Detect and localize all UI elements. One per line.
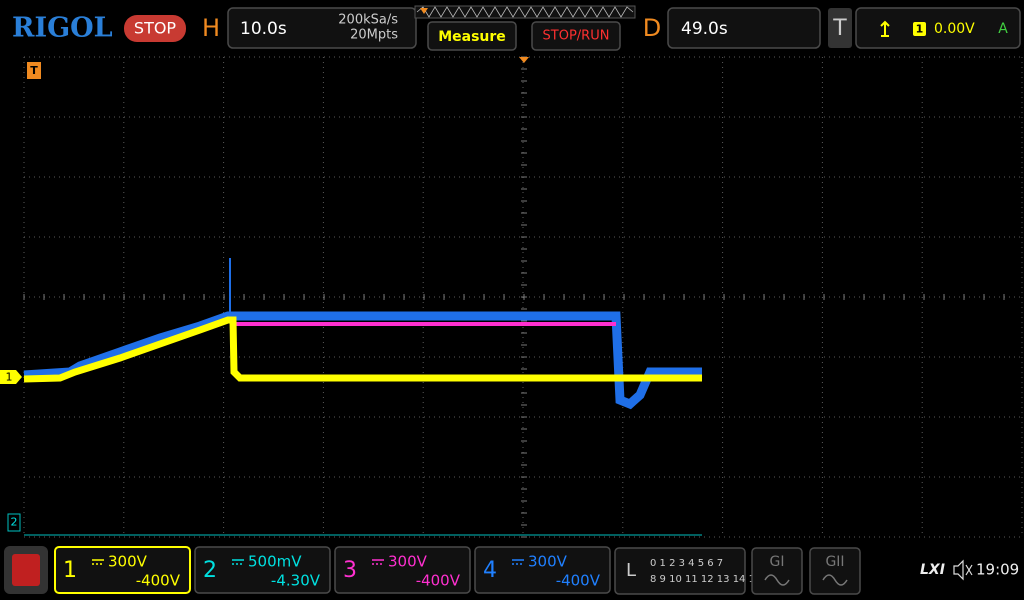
channel-scale: 300V bbox=[108, 553, 148, 571]
trigger-source: 1 bbox=[916, 23, 924, 36]
stop-run-button-frame[interactable] bbox=[531, 21, 621, 51]
delay-value: 49.0s bbox=[681, 19, 728, 39]
coupling-icon bbox=[512, 559, 524, 565]
horizontal-position-marker bbox=[519, 57, 529, 63]
memory-depth: 20Mpts bbox=[350, 28, 398, 43]
graticule bbox=[23, 56, 1023, 538]
coupling-icon bbox=[372, 559, 384, 565]
trigger-mode: A bbox=[998, 21, 1008, 37]
channel-offset: -400V bbox=[416, 572, 461, 590]
measure-button-frame[interactable] bbox=[427, 21, 517, 51]
channel-boxes: 1 300V-400V 2 500mV-4.30V 3 300V-400V 4 300V-40… bbox=[54, 546, 611, 594]
horizontal-box bbox=[227, 7, 417, 49]
trigger-label-box bbox=[828, 8, 852, 48]
generator-2-icon bbox=[822, 574, 848, 586]
logic-bits-low: 0 1 2 3 4 5 6 7 bbox=[650, 558, 723, 569]
channel-number: 1 bbox=[63, 558, 77, 583]
generator-2-label: GII bbox=[825, 554, 844, 570]
trigger-pointer bbox=[420, 8, 428, 14]
status-badge bbox=[124, 15, 186, 42]
horizontal-label: H bbox=[202, 14, 220, 42]
channel-1-trace bbox=[23, 316, 702, 383]
trigger-source-badge bbox=[913, 22, 926, 36]
trigger-marker bbox=[27, 62, 41, 79]
coupling-icon bbox=[92, 559, 104, 565]
channel-scale: 300V bbox=[388, 553, 428, 571]
channel-scale: 500mV bbox=[248, 553, 302, 571]
channel-number: 2 bbox=[203, 558, 217, 583]
channel-1-marker bbox=[0, 370, 22, 384]
run-status: STOP bbox=[134, 19, 177, 38]
speaker-icon[interactable] bbox=[953, 559, 973, 581]
logic-label: L bbox=[626, 560, 636, 581]
trigger-label: T bbox=[832, 16, 847, 41]
channel-box[interactable] bbox=[334, 546, 471, 594]
channel-offset: -400V bbox=[556, 572, 601, 590]
stop-run-button[interactable]: STOP/RUN bbox=[543, 29, 610, 44]
trigger-box bbox=[855, 7, 1021, 49]
channel-number: 3 bbox=[343, 558, 357, 583]
generator-1-button[interactable] bbox=[751, 547, 803, 595]
channel-1-marker-label: 1 bbox=[6, 371, 13, 384]
channel-2-marker-label: 2 bbox=[11, 516, 18, 529]
measure-button[interactable]: Measure bbox=[438, 29, 506, 45]
channel-scale: 300V bbox=[528, 553, 568, 571]
trigger-position-strip bbox=[414, 5, 636, 19]
channel-number: 4 bbox=[483, 558, 497, 583]
coupling-icon bbox=[232, 559, 244, 565]
channel-box[interactable] bbox=[194, 546, 331, 594]
waveform-thumbnail bbox=[416, 6, 634, 18]
channel-offset: -400V bbox=[136, 572, 181, 590]
logic-bits-high: 8 9 10 11 12 13 14 15 bbox=[650, 574, 761, 585]
generator-1-icon bbox=[764, 574, 790, 586]
channel-box[interactable] bbox=[54, 546, 191, 594]
clock: 19:09 bbox=[976, 561, 1019, 579]
logic-box[interactable] bbox=[614, 547, 746, 595]
lxi-logo: LXI bbox=[920, 562, 945, 578]
trigger-level: 0.00V bbox=[934, 21, 975, 37]
channel-offset: -4.30V bbox=[271, 572, 321, 590]
menu-button[interactable] bbox=[12, 554, 40, 586]
trigger-edge-icon bbox=[880, 20, 890, 37]
delay-box bbox=[667, 7, 821, 49]
sample-rate: 200kSa/s bbox=[338, 13, 398, 28]
channel-2-marker bbox=[7, 513, 21, 532]
timebase: 10.0s bbox=[240, 19, 287, 39]
delay-label: D bbox=[643, 14, 661, 42]
generator-1-label: GI bbox=[770, 554, 785, 570]
channel-box[interactable] bbox=[474, 546, 611, 594]
logo: RIGOL bbox=[12, 13, 113, 44]
generator-2-button[interactable] bbox=[809, 547, 861, 595]
trigger-marker-label: T bbox=[30, 64, 38, 77]
